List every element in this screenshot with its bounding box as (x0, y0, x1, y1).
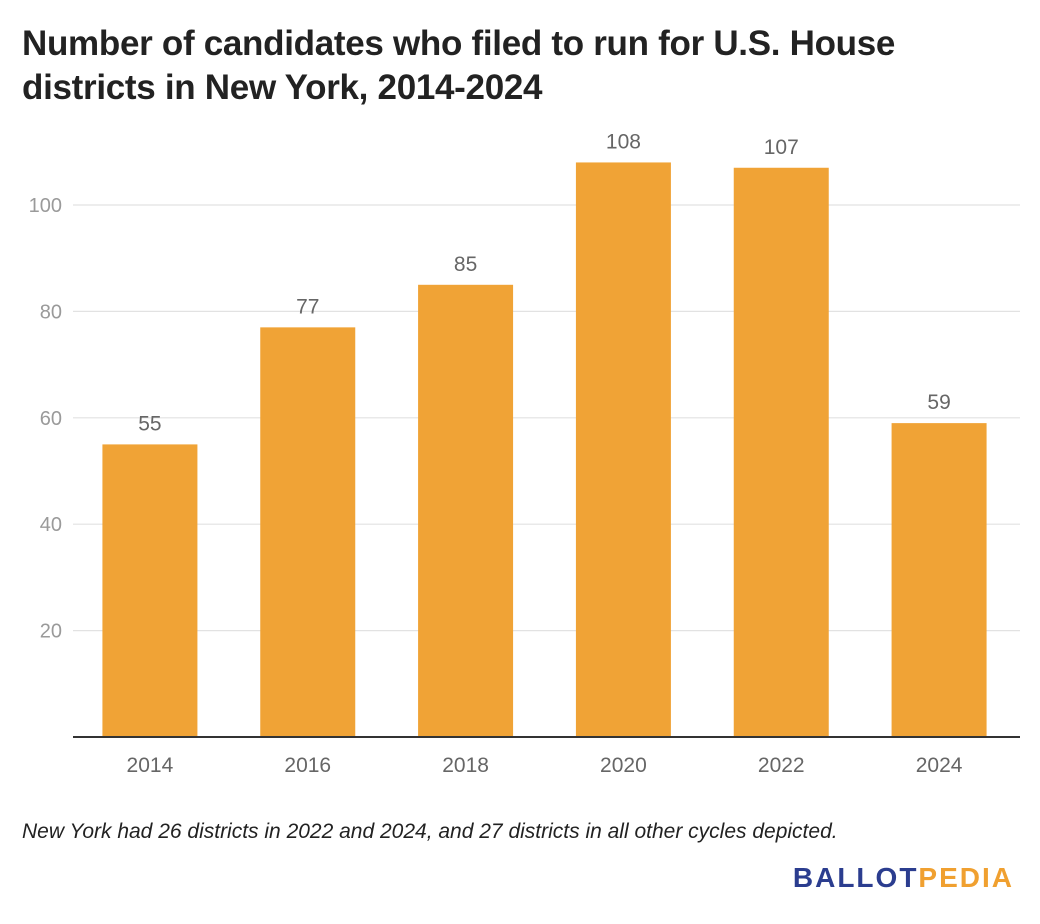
y-tick-label: 100 (29, 195, 62, 217)
bar-2020 (575, 162, 671, 737)
data-label-2020: 108 (606, 130, 641, 153)
gridlines (73, 204, 1020, 632)
bar-2024 (891, 423, 987, 737)
x-tick-label-2016: 2016 (284, 754, 331, 777)
y-tick-label: 80 (40, 301, 62, 323)
data-label-2018: 85 (454, 253, 477, 276)
bar-2016 (260, 327, 356, 737)
y-tick-label: 20 (40, 621, 62, 643)
data-label-2016: 77 (296, 295, 319, 318)
data-label-2022: 107 (764, 136, 799, 159)
bar-2022 (733, 167, 829, 737)
x-tick-label-2014: 2014 (127, 754, 174, 777)
ballotpedia-logo: BALLOTPEDIA (793, 862, 1014, 894)
chart-title: Number of candidates who filed to run fo… (22, 24, 896, 107)
bar-2014 (102, 444, 198, 737)
x-tick-label-2020: 2020 (600, 754, 647, 777)
data-labels: 55 77 85 108 107 59 (138, 130, 951, 435)
y-tick-label: 60 (40, 408, 62, 430)
y-axis-ticks: 20 40 60 80 100 (29, 195, 62, 643)
y-tick-label: 40 (40, 514, 62, 536)
bars (102, 162, 987, 737)
x-tick-label-2018: 2018 (442, 754, 489, 777)
logo-pedia-text: PEDIA (918, 862, 1014, 893)
logo-ballot-text: BALLOT (792, 862, 919, 893)
data-label-2024: 59 (927, 391, 950, 414)
bar-2018 (418, 284, 514, 737)
data-label-2014: 55 (138, 412, 161, 435)
x-tick-label-2022: 2022 (758, 754, 805, 777)
x-tick-label-2024: 2024 (916, 754, 963, 777)
chart-note: New York had 26 districts in 2022 and 20… (22, 820, 838, 843)
x-axis-ticks: 2014 2016 2018 2020 2022 2024 (127, 754, 963, 777)
